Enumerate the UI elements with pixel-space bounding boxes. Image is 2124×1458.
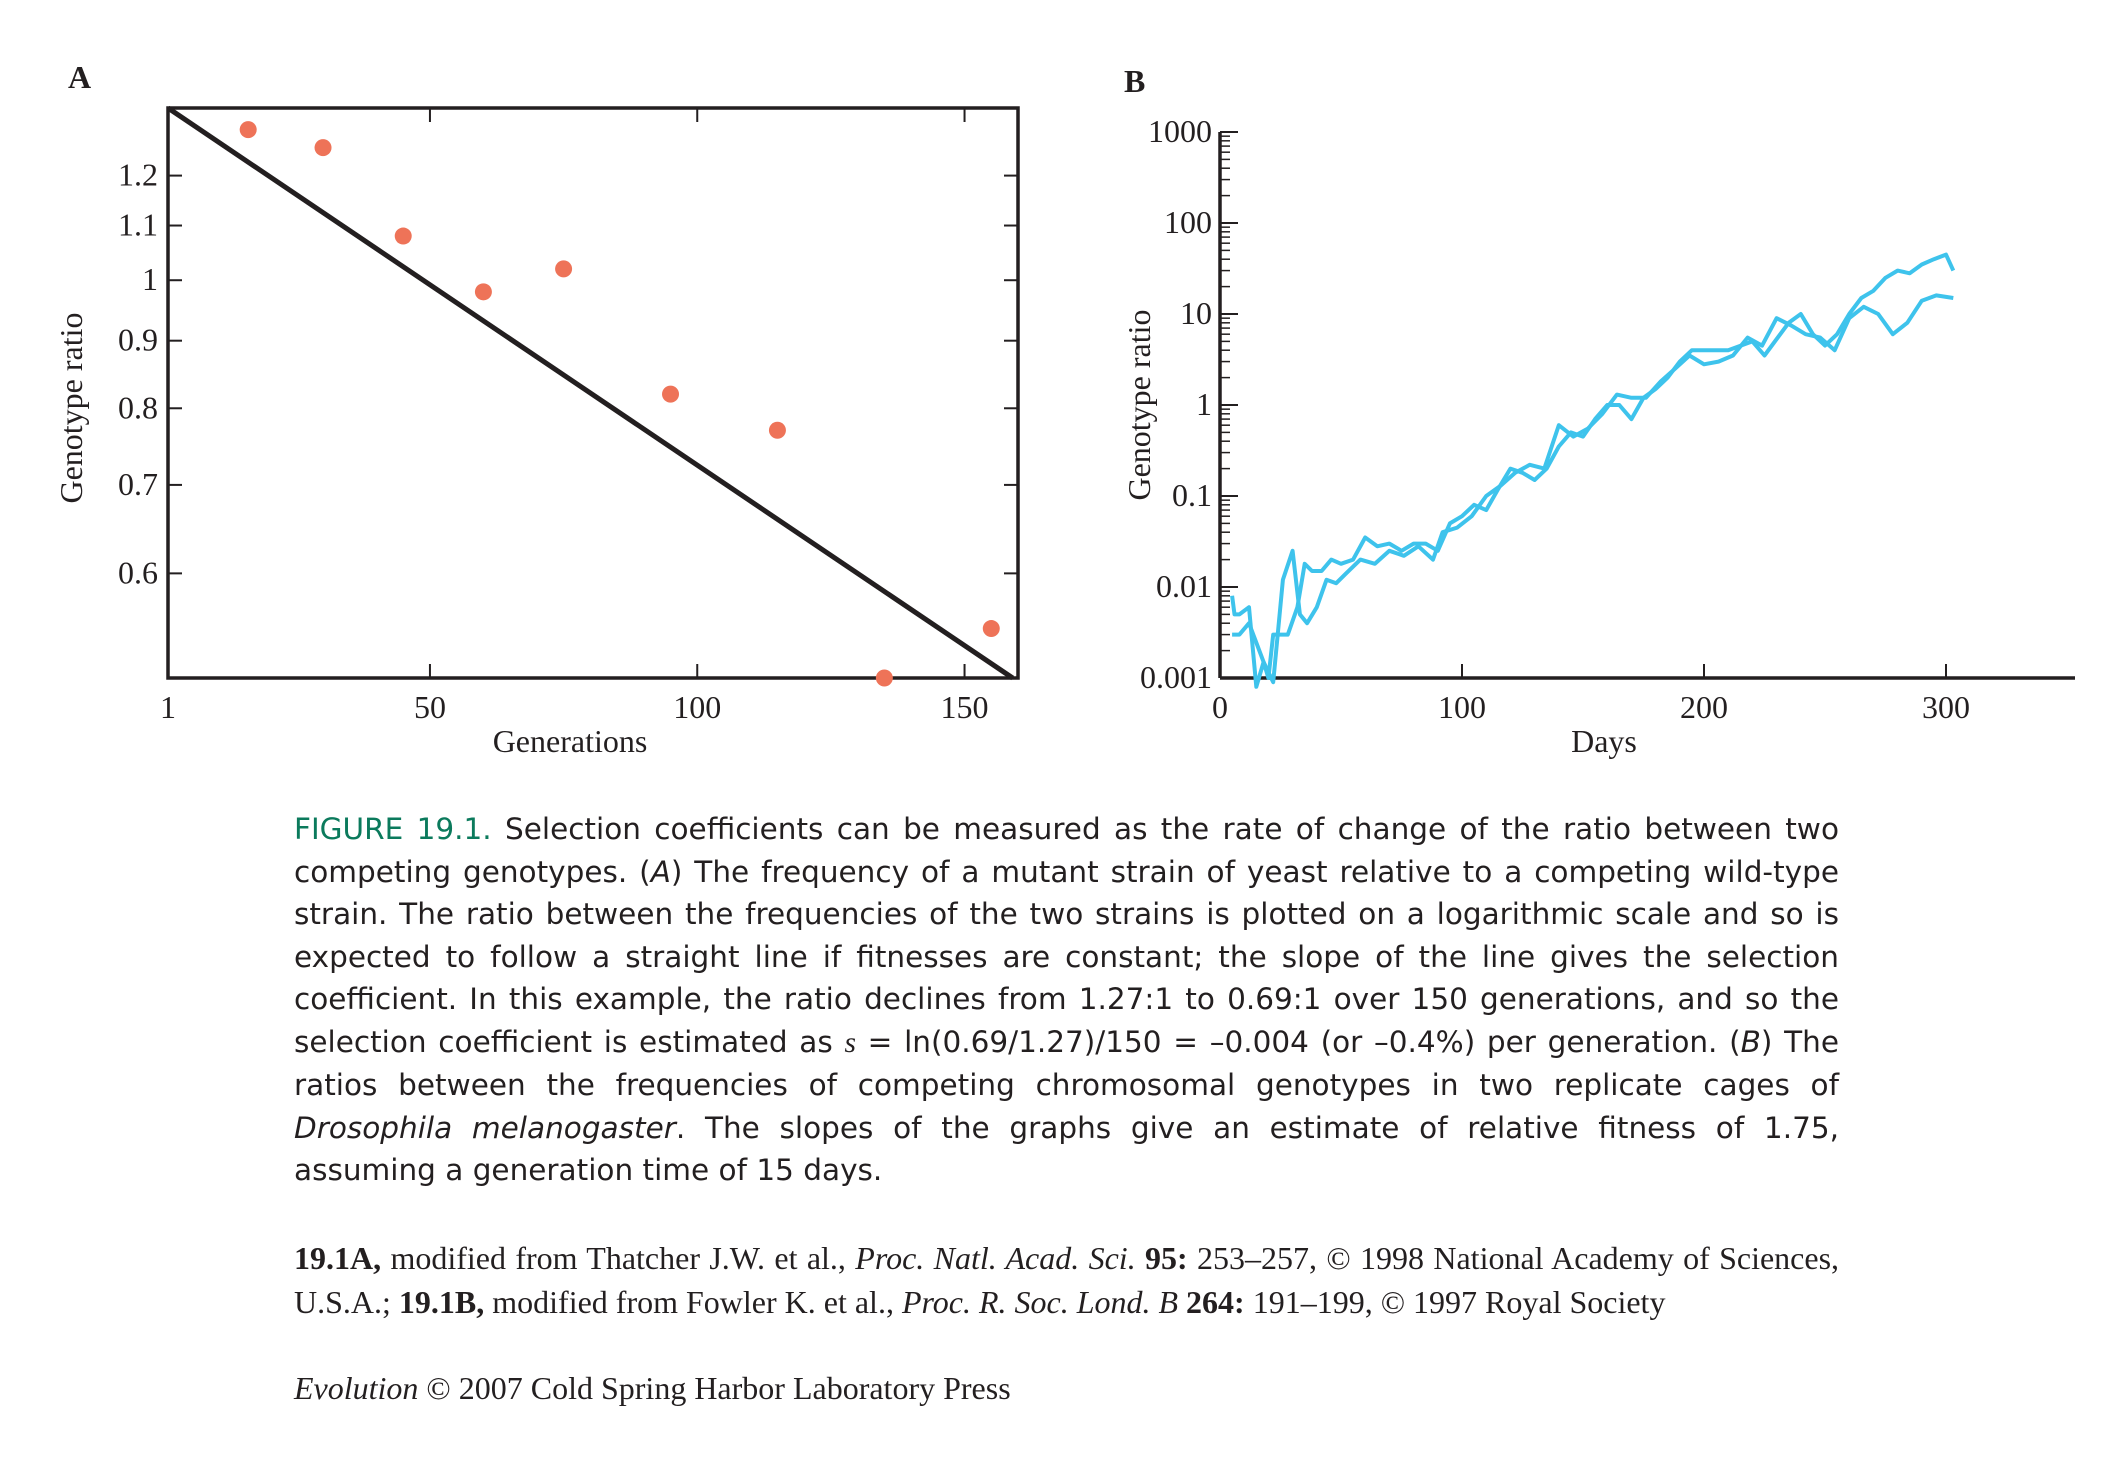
caption-text-1: Selection coefficients can be measured a… — [294, 812, 1839, 889]
panel-a-x-tick-label: 150 — [941, 689, 989, 725]
panel-a-points — [239, 121, 1000, 687]
footer-book-title: Evolution — [294, 1370, 419, 1406]
panel-a-ticks — [167, 108, 1018, 678]
panel-a-y-tick-label: 1.2 — [118, 157, 158, 193]
caption-text-4: ) The ratios between the frequencies of … — [294, 1024, 1839, 1103]
caption-text-5: . The slopes of the graphs give an estim… — [294, 1110, 1839, 1188]
panel-a-x-tick-label: 100 — [673, 689, 721, 725]
panel-a-x-tick-labels: 1 50 100 150 — [160, 689, 989, 725]
panel-b-chart: B 0 100 200 300 0.001 0.01 0.1 1 10 100 1000 Days… — [1121, 63, 2075, 759]
credit-a-text-1: modified from Thatcher J.W. et al., — [381, 1240, 856, 1276]
panel-b-series — [1230, 252, 1956, 689]
panel-b-y-tick-label: 0.01 — [1156, 568, 1212, 604]
panel-b-label: B — [1124, 63, 1145, 99]
panel-a-data-point — [875, 669, 893, 687]
panel-b-y-tick-label: 1000 — [1148, 113, 1212, 149]
caption-text-3: = ln(0.69/1.27)/150 = –0.004 (or –0.4%) … — [855, 1024, 1741, 1059]
panel-b-ticks — [1219, 131, 1947, 679]
caption-panel-b-ref: B — [1740, 1024, 1761, 1059]
caption-species: Drosophila melanogaster — [294, 1110, 676, 1145]
credit-a-journal: Proc. Natl. Acad. Sci. — [855, 1240, 1136, 1276]
panel-a-fit-line — [166, 105, 1015, 681]
panel-a-x-axis-label: Generations — [493, 723, 648, 759]
panel-b-y-tick-label: 1 — [1196, 386, 1212, 422]
panel-a-y-tick-label: 1 — [142, 261, 158, 297]
panel-b-x-tick-labels: 0 100 200 300 — [1212, 689, 1970, 725]
panel-a-x-tick-label: 50 — [414, 689, 446, 725]
credit-a-text-2: 253–257, © 1998 National Academy of Scie… — [294, 1240, 1840, 1320]
panel-a-data-point — [474, 283, 492, 301]
panel-a-frame — [166, 106, 1020, 680]
caption-s-symbol: s — [844, 1026, 856, 1059]
caption-text-2: ) The frequency of a mutant strain of ye… — [294, 854, 1839, 1059]
credit-b-text-1: modified from Fowler K. et al., — [484, 1284, 902, 1320]
panel-b-y-tick-label: 0.1 — [1172, 477, 1212, 513]
panel-b-x-tick-label: 300 — [1922, 689, 1970, 725]
publisher-footer: Evolution © 2007 Cold Spring Harbor Labo… — [294, 1370, 1011, 1407]
panel-a-data-point — [768, 421, 786, 439]
figure-charts: A 1 50 100 150 0.60.70.80.911.11.2 Generati… — [53, 59, 2075, 759]
figure-credits: 19.1A, modified from Thatcher J.W. et al… — [294, 1236, 1839, 1324]
panel-a-data-point — [314, 139, 332, 157]
panel-a-data-point — [555, 260, 573, 278]
panel-b-x-tick-label: 0 — [1212, 689, 1228, 725]
panel-a-data-point — [982, 620, 1000, 638]
credit-b-text-2: 191–199, © 1997 Royal Society — [1244, 1284, 1666, 1320]
panel-b-series-line-1 — [1230, 252, 1956, 689]
panel-a-chart: A 1 50 100 150 0.60.70.80.911.11.2 Generati… — [53, 59, 1020, 759]
footer-copyright: © 2007 Cold Spring Harbor Laboratory Pre… — [418, 1370, 1011, 1406]
panel-a-y-tick-label: 0.6 — [118, 554, 158, 590]
credit-a-ref: 19.1A, — [294, 1240, 382, 1276]
credit-b-journal: Proc. R. Soc. Lond. B — [901, 1284, 1179, 1320]
panel-a-x-tick-label: 1 — [160, 689, 176, 725]
panel-a-y-axis-label: Genotype ratio — [53, 312, 89, 503]
credit-a-volume: 95: — [1135, 1240, 1188, 1276]
panel-b-x-tick-label: 100 — [1438, 689, 1486, 725]
figure-caption: FIGURE 19.1. Selection coefficients can … — [294, 808, 1839, 1192]
panel-a-y-tick-labels: 0.6 0.7 0.8 0.9 1 1.1 1.2 — [118, 157, 158, 591]
panel-a-y-tick-label: 0.7 — [118, 466, 158, 502]
panel-b-y-tick-label: 100 — [1164, 204, 1212, 240]
panel-a-label: A — [68, 59, 91, 95]
caption-panel-a-ref: A — [650, 854, 671, 889]
panel-b-series-line-2 — [1232, 293, 1954, 685]
credit-b-volume: 264: — [1178, 1284, 1245, 1320]
panel-a-data-point — [239, 121, 257, 139]
figure-label: FIGURE 19.1. — [294, 812, 492, 846]
panel-b-y-tick-labels: 0.001 0.01 0.1 1 10 100 1000 — [1140, 113, 1212, 695]
panel-b-y-tick-label: 0.001 — [1140, 659, 1212, 695]
panel-a-y-tick-label: 0.9 — [118, 322, 158, 358]
panel-b-y-axis-label: Genotype ratio — [1121, 309, 1157, 500]
panel-a-y-tick-label: 0.8 — [118, 389, 158, 425]
credit-b-ref: 19.1B, — [398, 1284, 485, 1320]
panel-a-data-point — [662, 385, 680, 403]
panel-b-x-axis-label: Days — [1571, 723, 1637, 759]
panel-b-x-tick-label: 200 — [1680, 689, 1728, 725]
panel-a-y-tick-label: 1.1 — [118, 207, 158, 243]
panel-b-y-tick-label: 10 — [1180, 295, 1212, 331]
panel-a-data-point — [394, 227, 412, 245]
